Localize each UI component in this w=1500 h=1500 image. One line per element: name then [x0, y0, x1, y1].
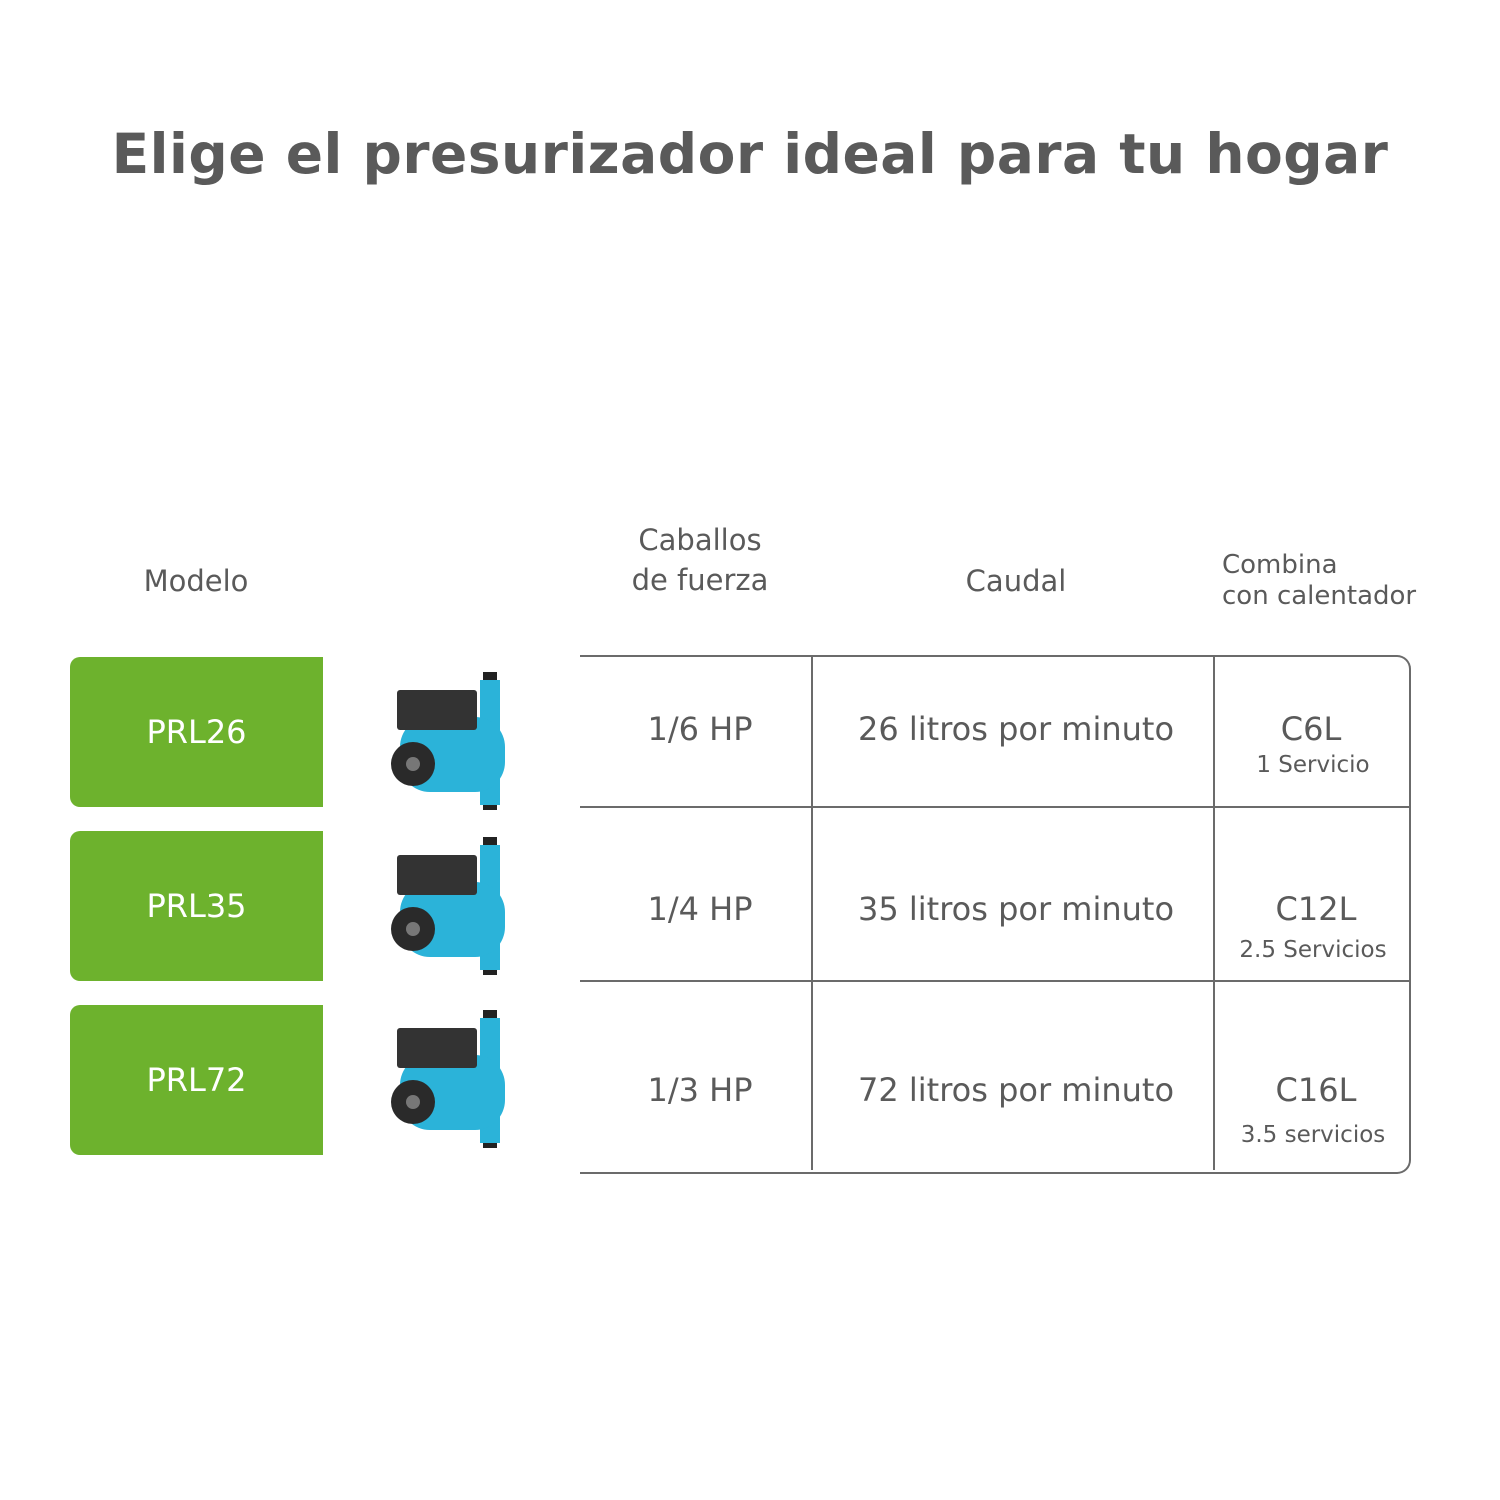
- pump-image: [391, 672, 505, 810]
- flow-value: 72 litros por minuto: [857, 1071, 1175, 1109]
- header-flow: Caudal: [965, 564, 1067, 598]
- header-heater-line2: con calentador: [1222, 581, 1417, 611]
- header-hp-line2: de fuerza: [631, 563, 769, 597]
- pump-image: [391, 837, 505, 975]
- model-label: PRL72: [70, 1005, 323, 1155]
- header-heater: Combina con calentador: [1222, 550, 1462, 612]
- services-value: 1 Servicio: [1256, 752, 1370, 778]
- hp-value: 1/4 HP: [647, 890, 753, 928]
- heater-value: C12L: [1275, 890, 1357, 928]
- pump-image: [391, 1010, 505, 1148]
- services-value: 3.5 servicios: [1240, 1122, 1386, 1148]
- model-label: PRL35: [70, 831, 323, 981]
- column-divider: [1213, 656, 1215, 1170]
- heater-value: C6L: [1280, 710, 1342, 748]
- header-model: Modelo: [143, 564, 249, 598]
- header-heater-line1: Combina: [1222, 550, 1338, 580]
- heater-value: C16L: [1275, 1071, 1357, 1109]
- row-divider: [580, 980, 1410, 982]
- table-frame: [580, 655, 1411, 1174]
- hp-value: 1/6 HP: [647, 710, 753, 748]
- column-divider: [811, 656, 813, 1170]
- flow-value: 35 litros por minuto: [857, 890, 1175, 928]
- model-label: PRL26: [70, 657, 323, 807]
- hp-value: 1/3 HP: [647, 1071, 753, 1109]
- header-hp-line1: Caballos: [638, 523, 762, 557]
- page-title: Elige el presurizador ideal para tu hoga…: [111, 122, 1389, 186]
- row-divider: [580, 806, 1410, 808]
- flow-value: 26 litros por minuto: [857, 710, 1175, 748]
- services-value: 2.5 Servicios: [1239, 937, 1387, 963]
- header-hp: Caballos de fuerza: [600, 520, 800, 600]
